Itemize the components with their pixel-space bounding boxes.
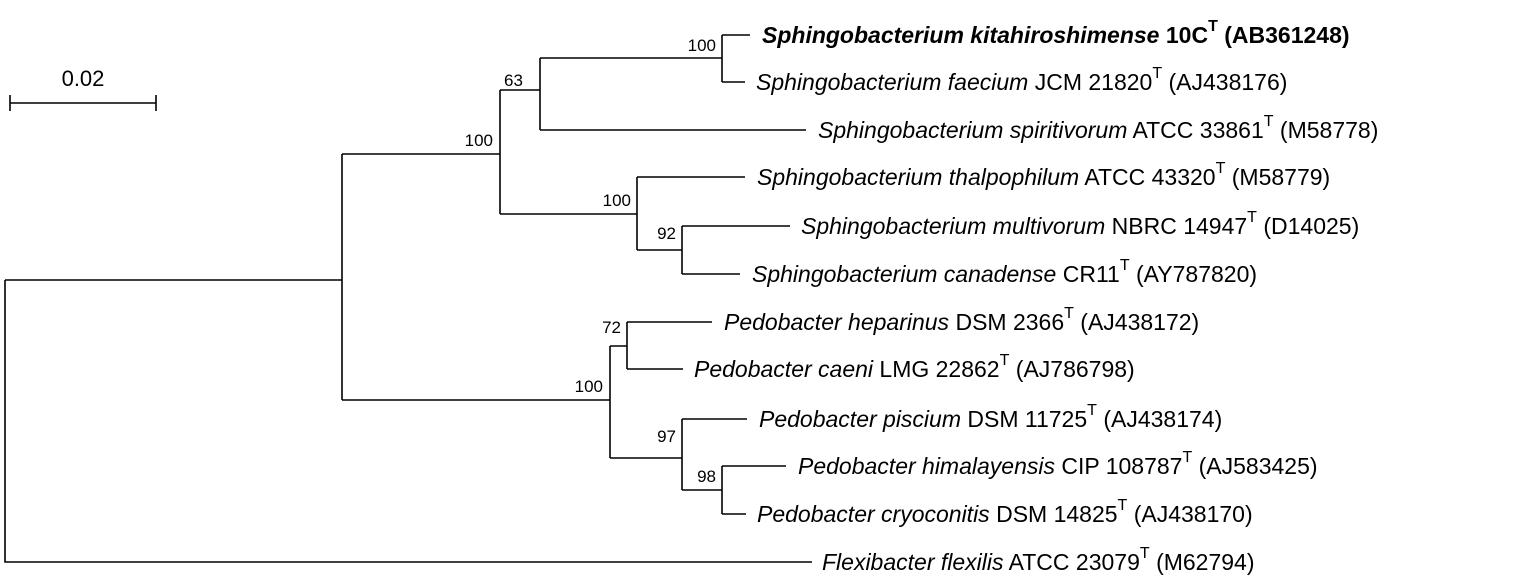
taxon-label: Pedobacter cryoconitis DSM 14825T (AJ438… (757, 497, 1253, 528)
bootstrap-values: 100 63 100 100 92 72 100 97 98 (465, 36, 716, 486)
bootstrap-value: 72 (602, 318, 621, 337)
root-branch (4, 280, 812, 563)
taxon-label: Sphingobacterium spiritivorum ATCC 33861… (818, 113, 1378, 144)
taxon-label: Pedobacter himalayensis CIP 108787T (AJ5… (798, 449, 1318, 480)
bootstrap-value: 100 (603, 191, 631, 210)
bootstrap-value: 63 (504, 71, 523, 90)
bootstrap-value: 100 (688, 36, 716, 55)
bootstrap-value: 98 (697, 467, 716, 486)
taxon-label: Pedobacter caeni LMG 22862T (AJ786798) (694, 352, 1135, 383)
tip-labels: Sphingobacterium kitahiroshimense 10CT (… (694, 18, 1378, 576)
bootstrap-value: 97 (657, 427, 676, 446)
taxon-label: Sphingobacterium multivorum NBRC 14947T … (801, 209, 1359, 240)
taxon-label: Pedobacter heparinus DSM 2366T (AJ438172… (724, 305, 1199, 336)
taxon-label: Sphingobacterium thalpophilum ATCC 43320… (757, 160, 1330, 191)
scale-bar-label: 0.02 (62, 66, 105, 91)
taxon-label: Sphingobacterium canadense CR11T (AY7878… (752, 257, 1257, 288)
scale-bar: 0.02 (9, 66, 157, 111)
bootstrap-value: 92 (657, 224, 676, 243)
taxon-label: Pedobacter piscium DSM 11725T (AJ438174) (759, 402, 1222, 433)
tree-branches (4, 34, 812, 563)
taxon-label: Sphingobacterium kitahiroshimense 10CT (… (762, 18, 1350, 49)
bootstrap-value: 100 (575, 377, 603, 396)
bootstrap-value: 100 (465, 131, 493, 150)
taxon-label: Sphingobacterium faecium JCM 21820T (AJ4… (756, 65, 1287, 96)
taxon-label: Flexibacter flexilis ATCC 23079T (M62794… (822, 545, 1255, 576)
